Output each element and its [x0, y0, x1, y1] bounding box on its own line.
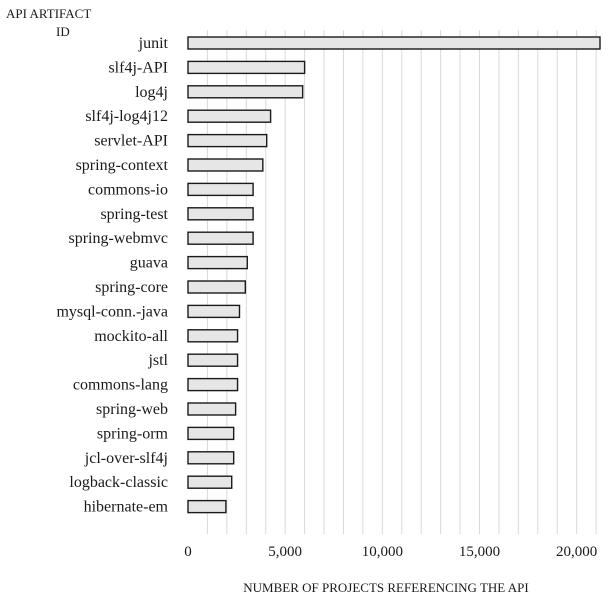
category-label: junit — [138, 35, 169, 52]
category-label: logback-classic — [69, 474, 168, 491]
bar-slf4j-API — [187, 60, 306, 75]
category-label: slf4j-log4j12 — [85, 108, 168, 125]
bar-servlet-API — [187, 133, 268, 148]
x-tick-label: 0 — [184, 544, 192, 560]
x-axis-title: NUMBER OF PROJECTS REFERENCING THE API — [243, 580, 528, 595]
category-label: commons-lang — [73, 377, 168, 394]
category-labels: junit slf4j-API log4j slf4j-log4j12 servlet-… — [56, 35, 168, 516]
category-label: mockito-all — [94, 328, 168, 345]
x-tick-label: 10,000 — [362, 544, 403, 560]
category-label: slf4j-API — [108, 59, 168, 76]
bar-spring-webmvc — [187, 231, 254, 245]
category-label: jcl-over-slf4j — [84, 450, 168, 467]
category-label: mysql-conn.-java — [56, 303, 168, 320]
bar-spring-context — [187, 158, 264, 172]
x-tick-label: 5,000 — [268, 544, 302, 560]
category-label: spring-core — [95, 279, 168, 296]
bar-junit — [187, 36, 601, 50]
category-label: log4j — [135, 84, 168, 101]
x-tick-label: 15,000 — [459, 544, 500, 560]
bar-jcl-over-slf4j — [187, 451, 235, 465]
bar-spring-web — [187, 402, 237, 416]
category-label: spring-webmvc — [68, 230, 168, 247]
category-label: jstl — [147, 352, 168, 369]
y-axis-title-line-2: ID — [56, 24, 70, 39]
bar-commons-lang — [187, 377, 239, 392]
category-label: spring-test — [100, 206, 168, 223]
bar-jstl — [187, 353, 239, 367]
bar-spring-orm — [187, 426, 235, 441]
y-axis-title-line-1: API ARTIFACT — [6, 6, 91, 21]
bar-mysql-conn.-java — [187, 304, 241, 319]
bar-spring-core — [187, 280, 247, 294]
bar-commons-io — [187, 182, 254, 197]
category-label: spring-orm — [97, 425, 169, 442]
bar-mockito-all — [187, 329, 239, 343]
category-label: spring-context — [76, 157, 169, 174]
bar-logback-classic — [187, 475, 233, 489]
category-label: commons-io — [88, 181, 168, 198]
bar-guava — [187, 255, 248, 270]
bar-slf4j-log4j12 — [187, 109, 272, 123]
bar-spring-test — [187, 207, 254, 221]
category-label: spring-web — [96, 401, 168, 418]
category-label: guava — [130, 255, 168, 272]
bar-hibernate-em — [187, 499, 227, 514]
x-tick-label: 20,000 — [556, 544, 597, 560]
x-tick-labels: 0 5,000 10,000 15,000 20,000 — [184, 544, 597, 560]
category-label: hibernate-em — [84, 499, 169, 516]
gridlines — [206, 30, 597, 534]
category-label: servlet-API — [94, 133, 168, 150]
bar-log4j — [187, 85, 304, 99]
bars — [187, 36, 601, 514]
